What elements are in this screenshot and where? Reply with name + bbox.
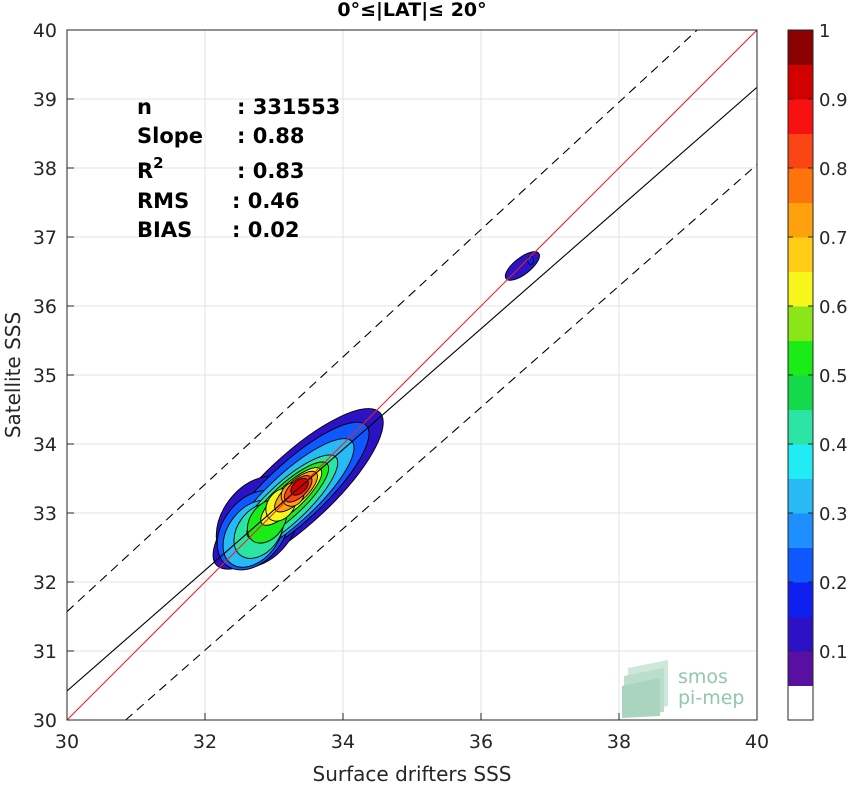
chart-title: 0°≤|LAT|≤ 20° <box>337 0 486 21</box>
colorbar: 0.1 0.2 0.3 0.4 0.5 0.6 0.7 0.8 0.9 1 <box>787 21 848 721</box>
colorbar-segment <box>788 547 813 583</box>
colorbar-tick-label: 0.5 <box>819 366 848 387</box>
line-regression <box>67 86 757 692</box>
y-tick-label: 36 <box>33 296 57 318</box>
colorbar-segment <box>788 616 813 652</box>
colorbar-segment <box>788 64 813 100</box>
y-tick-label: 40 <box>33 20 57 42</box>
colorbar-segment <box>788 340 813 376</box>
colorbar-segment <box>788 375 813 410</box>
logo-text-pimep: pi-mep <box>678 687 744 709</box>
stat-value: : 0.88 <box>237 124 305 148</box>
stat-label: RMS <box>137 189 189 213</box>
colorbar-tick-label: 0.2 <box>819 573 848 594</box>
colorbar-tick-label: 0.7 <box>819 228 848 249</box>
colorbar-segment <box>788 30 813 65</box>
y-tick-label: 32 <box>33 572 57 594</box>
colorbar-segment <box>788 202 813 238</box>
stat-label: BIAS <box>137 218 192 242</box>
smos-pimep-logo: smos pi-mep <box>622 660 744 718</box>
colorbar-segment <box>788 306 813 341</box>
colorbar-tick-label: 0.3 <box>819 504 848 525</box>
y-tick-label: 35 <box>33 365 57 387</box>
colorbar-segment <box>788 582 813 617</box>
x-tick-label: 34 <box>331 731 355 753</box>
colorbar-tick-label: 0.9 <box>819 90 848 111</box>
line-regression-2rms <box>125 164 757 720</box>
line-identity <box>67 30 757 720</box>
colorbar-segment <box>788 444 813 479</box>
colorbar-tick-label: 0.8 <box>819 159 848 180</box>
logo-text-smos: smos <box>678 666 728 688</box>
stat-label: n <box>137 95 152 119</box>
x-tick-label: 40 <box>745 731 769 753</box>
y-axis-label: Satellite SSS <box>1 312 25 438</box>
y-tick-label: 33 <box>33 503 57 525</box>
x-tick-label: 32 <box>193 731 217 753</box>
colorbar-segment <box>788 513 813 548</box>
colorbar-segment <box>788 478 813 514</box>
stat-value: : 0.02 <box>232 218 300 242</box>
x-tick-label: 38 <box>607 731 631 753</box>
colorbar-segment <box>788 685 813 721</box>
y-tick-label: 38 <box>33 158 57 180</box>
colorbar-segment <box>788 409 813 445</box>
colorbar-segment <box>788 237 813 272</box>
y-tick-label: 30 <box>33 710 57 732</box>
colorbar-segment <box>788 271 813 307</box>
y-tick-label: 34 <box>33 434 57 456</box>
grid <box>67 30 757 720</box>
x-ticks: 30 32 34 36 38 40 <box>55 713 769 753</box>
stat-value: : 0.46 <box>232 189 300 213</box>
colorbar-tick-label: 0.6 <box>819 297 848 318</box>
colorbar-segment <box>788 99 813 134</box>
y-tick-label: 31 <box>33 641 57 663</box>
colorbar-segment <box>788 651 813 686</box>
colorbar-tick-label: 0.4 <box>819 435 848 456</box>
reference-lines <box>67 30 757 720</box>
y-tick-label: 39 <box>33 89 57 111</box>
stat-value: : 331553 <box>237 95 340 119</box>
x-axis-label: Surface drifters SSS <box>313 762 512 784</box>
colorbar-segment <box>788 168 813 203</box>
line-regression+2rms <box>67 30 699 613</box>
logo-waves-icon <box>622 660 668 718</box>
colorbar-tick-label: 0.1 <box>819 642 848 663</box>
y-tick-label: 37 <box>33 227 57 249</box>
x-tick-label: 36 <box>469 731 493 753</box>
colorbar-tick-label: 1 <box>819 21 830 42</box>
y-ticks: 30 31 32 33 34 35 36 37 38 39 40 <box>33 20 74 732</box>
colorbar-segment <box>788 133 813 169</box>
x-tick-label: 30 <box>55 731 79 753</box>
stat-label: Slope <box>137 124 203 148</box>
stat-value: : 0.83 <box>237 159 305 183</box>
